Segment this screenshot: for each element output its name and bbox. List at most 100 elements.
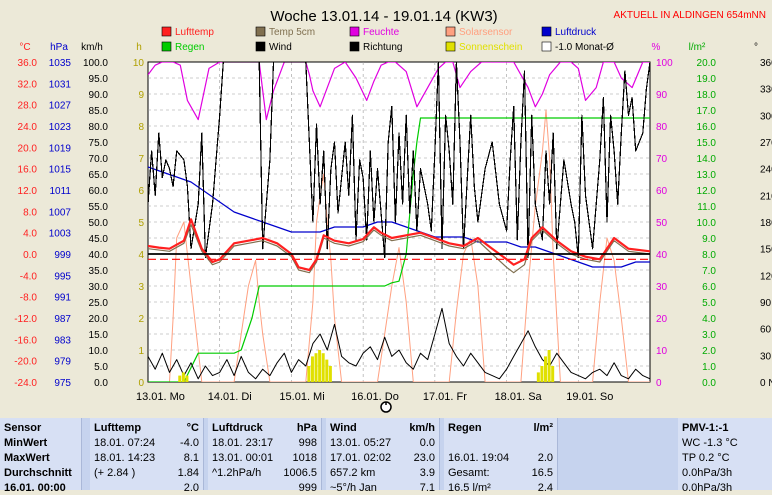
stats-date: ~5°/h Jan bbox=[330, 482, 377, 494]
y-tick-pct: 70 bbox=[656, 154, 668, 165]
y-tick-lm2: 16.0 bbox=[697, 122, 717, 133]
y-tick-deg: 300 bbox=[760, 111, 772, 122]
y-tick-kmh: 35.0 bbox=[89, 266, 109, 277]
stats-col-wind: Wind km/h 13.01. 05:27 0.0 17.01. 02:02 23.… bbox=[326, 418, 440, 494]
legend-label: Luftdruck bbox=[555, 27, 597, 38]
y-tick-temp: 36.0 bbox=[18, 58, 38, 69]
legend-item-lufttemp: Lufttemp bbox=[161, 26, 214, 38]
weather-chart: Woche 13.01.14 - 19.01.14 (KW3) AKTUELL … bbox=[14, 8, 772, 413]
sunshine-bar bbox=[536, 372, 540, 382]
y-tick-h: 10 bbox=[133, 58, 145, 69]
stats-header: PMV-1:-1 bbox=[682, 422, 729, 434]
y-tick-hpa: 999 bbox=[54, 250, 71, 261]
legend-item-wind: Wind bbox=[255, 41, 292, 53]
legend-swatch bbox=[161, 41, 172, 52]
legend-swatch bbox=[541, 41, 552, 52]
legend-label: Wind bbox=[269, 42, 292, 53]
legend-swatch bbox=[255, 26, 266, 37]
series-line-regen bbox=[148, 117, 650, 382]
stats-col-pmv: PMV-1:-1 WC -1.3 °C TP 0.2 °C 0.0hPa/3h … bbox=[678, 418, 772, 494]
y-tick-pct: 10 bbox=[656, 346, 668, 357]
x-tick-label: 17.01. Fr bbox=[423, 391, 467, 403]
sunshine-bar bbox=[325, 359, 329, 382]
stats-unit: hPa bbox=[296, 422, 317, 434]
y-tick-hpa: 1035 bbox=[49, 58, 72, 69]
sunshine-bar bbox=[178, 375, 182, 382]
stats-value: 7.1 bbox=[419, 482, 435, 494]
x-tick-label: 13.01. Mo bbox=[136, 391, 185, 403]
stats-value: 3.9 bbox=[419, 467, 435, 479]
y-tick-temp: 16.0 bbox=[18, 165, 38, 176]
stats-value: 1.84 bbox=[177, 467, 199, 479]
axis-unit-pct: % bbox=[652, 42, 661, 53]
stats-date: 13.01. 05:27 bbox=[330, 437, 392, 449]
y-tick-kmh: 55.0 bbox=[89, 202, 109, 213]
y-tick-h: 5 bbox=[138, 218, 144, 229]
y-tick-deg: 0 N bbox=[760, 378, 772, 389]
stats-date: 17.01. 02:02 bbox=[330, 452, 392, 464]
stats-rowlabel: MinWert bbox=[4, 437, 48, 449]
y-tick-temp: 28.0 bbox=[18, 101, 38, 112]
y-tick-temp: -12.0 bbox=[14, 314, 37, 325]
stats-unit: °C bbox=[186, 422, 199, 434]
y-tick-lm2: 20.0 bbox=[697, 58, 717, 69]
y-tick-deg: 360 N bbox=[760, 58, 772, 69]
legend-item-feuchte: Feuchte bbox=[349, 26, 400, 38]
stats-value: TP 0.2 °C bbox=[682, 452, 730, 464]
sunshine-bar bbox=[310, 356, 314, 382]
legend-item-solarsensor: Solarsensor bbox=[445, 26, 513, 38]
chart-title: Woche 13.01.14 - 19.01.14 (KW3) bbox=[270, 8, 497, 25]
axis-unit-hpa: hPa bbox=[50, 42, 68, 53]
legend-label: Sonnenschein bbox=[459, 42, 522, 53]
y-tick-pct: 20 bbox=[656, 314, 668, 325]
stats-value: 0.0hPa/3h bbox=[682, 482, 733, 494]
stats-date: 16.5 l/m² bbox=[448, 482, 491, 494]
y-tick-deg: 150 bbox=[760, 245, 772, 256]
y-tick-kmh: 10.0 bbox=[89, 346, 109, 357]
y-tick-pct: 80 bbox=[656, 122, 668, 133]
y-tick-lm2: 5.0 bbox=[702, 298, 716, 309]
y-tick-kmh: 70.0 bbox=[89, 154, 109, 165]
sunshine-bar bbox=[307, 366, 311, 382]
stats-header: Regen bbox=[448, 422, 482, 434]
y-tick-hpa: 1027 bbox=[49, 101, 72, 112]
y-tick-temp: 24.0 bbox=[18, 122, 38, 133]
y-tick-temp: 12.0 bbox=[18, 186, 38, 197]
sunshine-bar bbox=[321, 353, 325, 382]
sunshine-bar bbox=[551, 366, 555, 382]
y-tick-deg: 210 bbox=[760, 191, 772, 202]
y-tick-hpa: 1007 bbox=[49, 207, 72, 218]
y-tick-h: 9 bbox=[138, 90, 144, 101]
scroll-handle[interactable] bbox=[380, 401, 392, 413]
y-tick-lm2: 7.0 bbox=[702, 266, 716, 277]
stats-value: WC -1.3 °C bbox=[682, 437, 738, 449]
y-tick-lm2: 4.0 bbox=[702, 314, 716, 325]
stats-rowlabel: Durchschnitt bbox=[4, 467, 72, 479]
y-tick-kmh: 0.0 bbox=[94, 378, 108, 389]
x-tick-label: 15.01. Mi bbox=[279, 391, 324, 403]
legend-item-regen: Regen bbox=[161, 41, 204, 53]
stats-table: Sensor MinWert MaxWert Durchschnitt 16.0… bbox=[0, 418, 772, 494]
axis-ticks: 36.032.028.024.020.016.012.08.04.00.0-4.… bbox=[14, 58, 772, 389]
y-tick-hpa: 979 bbox=[54, 357, 71, 368]
y-tick-temp: 4.0 bbox=[23, 229, 37, 240]
y-tick-pct: 0 bbox=[656, 378, 662, 389]
legend-item-luftdruck: Luftdruck bbox=[541, 26, 597, 38]
y-tick-kmh: 65.0 bbox=[89, 170, 109, 181]
y-tick-hpa: 987 bbox=[54, 314, 71, 325]
stats-date: 13.01. 00:01 bbox=[212, 452, 274, 464]
y-tick-pct: 60 bbox=[656, 186, 668, 197]
y-tick-temp: -20.0 bbox=[14, 357, 37, 368]
legend-label: Regen bbox=[175, 42, 204, 53]
y-tick-lm2: 17.0 bbox=[697, 106, 717, 117]
stats-col-regen: Regen l/m² 16.01. 19:04 2.0 Gesamt: 16.5 16… bbox=[444, 418, 558, 494]
y-tick-temp: 20.0 bbox=[18, 143, 38, 154]
axis-units: °C hPa km/h h% l/m² ° bbox=[19, 42, 758, 53]
sunshine-bar bbox=[547, 350, 551, 382]
series-line-temp5cm bbox=[148, 224, 650, 274]
y-tick-kmh: 15.0 bbox=[89, 330, 109, 341]
legend-item-sonnenschein: Sonnenschein bbox=[445, 41, 522, 53]
y-tick-h: 7 bbox=[138, 154, 144, 165]
y-tick-deg: 30 bbox=[760, 351, 772, 362]
sunshine-bar bbox=[185, 375, 189, 382]
